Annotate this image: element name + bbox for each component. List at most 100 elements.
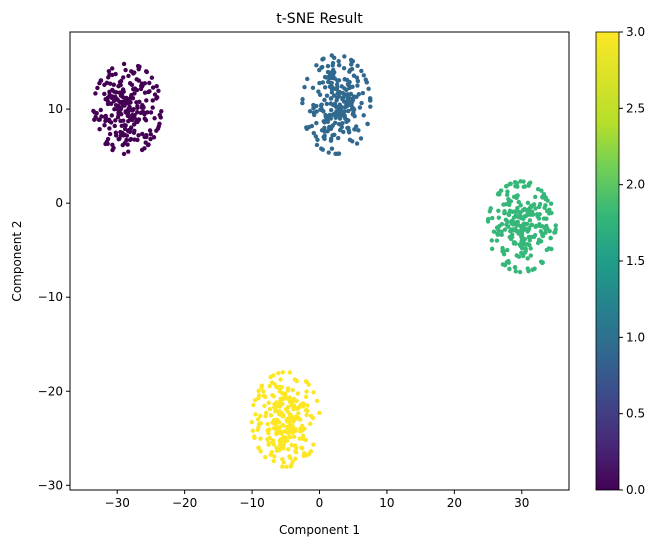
scatter-point: [307, 109, 313, 114]
scatter-point: [290, 387, 295, 393]
scatter-point: [278, 412, 283, 417]
scatter-point: [528, 253, 533, 258]
scatter-point: [495, 232, 500, 237]
scatter-point: [112, 106, 117, 112]
scatter-point: [291, 396, 297, 402]
scatter-point: [144, 69, 149, 75]
scatter-point: [325, 63, 331, 69]
scatter-point: [537, 212, 542, 217]
scatter-point: [348, 91, 354, 97]
scatter-point: [506, 212, 512, 218]
scatter-point: [326, 150, 331, 155]
scatter-point: [317, 410, 322, 416]
scatter-point: [135, 110, 140, 115]
scatter-point: [150, 85, 156, 90]
scatter-point: [536, 204, 542, 210]
scatter-point: [118, 100, 124, 105]
scatter-point: [365, 121, 370, 127]
x-tick-label: −30: [105, 496, 130, 510]
scatter-point: [126, 127, 132, 133]
scatter-point: [123, 67, 128, 73]
scatter-point: [504, 183, 509, 189]
scatter-point: [360, 90, 366, 96]
scatter-point: [263, 455, 268, 460]
scatter-point: [114, 90, 119, 95]
scatter-point: [308, 449, 314, 454]
scatter-point: [364, 80, 369, 85]
scatter-point: [546, 246, 552, 251]
scatter-point: [121, 75, 126, 80]
cluster-1: [300, 53, 373, 156]
scatter-point: [544, 216, 549, 221]
scatter-point: [103, 118, 108, 124]
scatter-point: [121, 151, 127, 157]
scatter-point: [150, 98, 155, 103]
scatter-point: [278, 402, 283, 407]
scatter-point: [321, 56, 326, 61]
scatter-point: [310, 85, 316, 91]
scatter-point: [319, 106, 324, 112]
scatter-point: [304, 412, 309, 418]
scatter-point: [150, 105, 155, 110]
scatter-point: [130, 108, 135, 113]
scatter-point: [97, 81, 102, 86]
scatter-point: [490, 215, 495, 221]
scatter-point: [341, 129, 346, 135]
scatter-point: [512, 209, 518, 214]
scatter-point: [291, 434, 297, 440]
scatter-point: [507, 202, 512, 207]
scatter-point: [290, 415, 296, 421]
scatter-point: [274, 384, 279, 390]
scatter-point: [299, 446, 305, 451]
scatter-point: [303, 394, 309, 400]
scatter-point: [259, 383, 265, 388]
scatter-point: [522, 184, 528, 189]
scatter-point: [293, 456, 298, 462]
scatter-point: [110, 94, 115, 99]
scatter-point: [267, 406, 273, 412]
scatter-point: [107, 131, 113, 137]
scatter-point: [489, 238, 494, 243]
y-tick-label: −20: [38, 384, 63, 398]
scatter-point: [127, 104, 132, 109]
scatter-point: [314, 120, 319, 126]
scatter-point: [140, 102, 145, 108]
scatter-point: [332, 101, 338, 107]
scatter-point: [321, 127, 327, 133]
scatter-point: [284, 464, 289, 470]
scatter-point: [108, 81, 113, 86]
scatter-point: [263, 394, 268, 400]
scatter-point: [280, 464, 285, 469]
scatter-point: [110, 66, 115, 71]
scatter-point: [264, 410, 269, 415]
scatter-point: [314, 63, 319, 68]
scatter-point: [320, 80, 326, 85]
scatter-point: [553, 223, 558, 228]
scatter-point: [118, 78, 124, 84]
scatter-point: [498, 232, 504, 237]
scatter-point: [272, 421, 277, 426]
scatter-point: [358, 136, 364, 141]
scatter-point: [304, 379, 309, 385]
scatter-point: [509, 218, 515, 224]
scatter-point: [303, 437, 308, 443]
scatter-point: [294, 445, 299, 451]
colorbar-tick-label: 1.5: [626, 254, 645, 268]
scatter-point: [152, 116, 157, 121]
chart-title: t-SNE Result: [276, 11, 363, 27]
scatter-point: [118, 129, 123, 135]
colorbar-tick-label: 1.0: [626, 330, 645, 344]
scatter-point: [102, 91, 107, 97]
scatter-point: [144, 98, 149, 103]
scatter-point: [529, 209, 535, 214]
scatter-point: [355, 83, 360, 88]
scatter-point: [262, 403, 267, 409]
scatter-point: [334, 98, 339, 103]
scatter-point: [325, 69, 331, 75]
x-tick-label: 0: [316, 496, 324, 510]
scatter-point: [510, 227, 516, 232]
scatter-point: [116, 110, 121, 116]
scatter-point: [251, 434, 257, 439]
scatter-point: [280, 396, 286, 402]
scatter-point: [123, 123, 128, 128]
